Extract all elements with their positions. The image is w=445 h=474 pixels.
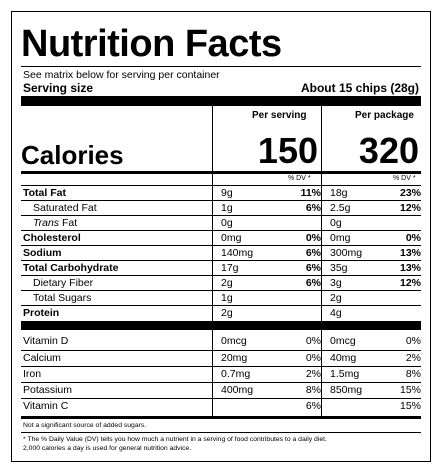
vitamin-row-calcium: Calcium 20mg 0% 40mg 2% bbox=[21, 350, 421, 364]
nutrient-row-total-carbohydrate: Total Carbohydrate 17g 6% 35g 13% bbox=[21, 260, 421, 274]
nutrient-row-saturated-fat: Saturated Fat 1g 6% 2.5g 12% bbox=[21, 200, 421, 215]
nutrient-row-protein: Protein 2g 4g bbox=[21, 305, 421, 320]
thick-divider bbox=[21, 96, 421, 106]
footnote-divider bbox=[21, 416, 421, 419]
divider bbox=[21, 66, 421, 67]
calories-label: Calories bbox=[21, 140, 124, 170]
label-title: Nutrition Facts bbox=[21, 23, 282, 65]
vitamin-row-potassium: Potassium 400mg 8% 850mg 15% bbox=[21, 382, 421, 396]
column-divider-serving bbox=[212, 106, 213, 419]
nutrient-row-total-sugars: Total Sugars 1g 2g bbox=[21, 290, 421, 305]
nutrient-row-cholesterol: Cholesterol 0mg 0% 0mg 0% bbox=[21, 230, 421, 244]
vitamin-row-iron: Iron 0.7mg 2% 1.5mg 8% bbox=[21, 366, 421, 380]
nutrition-label: Nutrition Facts See matrix below for ser… bbox=[11, 11, 431, 462]
dv-header-serving: % DV * bbox=[288, 175, 311, 182]
calories-per-serving: 150 bbox=[257, 130, 318, 171]
dv-footnote-line-2: 2,000 calories a day is used for general… bbox=[23, 445, 192, 452]
dv-header-package: % DV * bbox=[393, 175, 416, 182]
serving-size-label: Serving size bbox=[23, 81, 94, 95]
nutrient-row-dietary-fiber: Dietary Fiber 2g 6% 3g 12% bbox=[21, 275, 421, 290]
vitamin-row-vitamin-c: Vitamin C 6% 15% bbox=[21, 398, 421, 412]
serving-size-value: About 15 chips (28g) bbox=[300, 81, 419, 95]
calories-per-package: 320 bbox=[358, 130, 419, 171]
nutrient-row-trans-fat: Trans Fat 0g 0g bbox=[21, 215, 421, 230]
per-serving-header: Per serving bbox=[252, 110, 307, 121]
nutrient-row-sodium: Sodium 140mg 6% 300mg 13% bbox=[21, 245, 421, 259]
divider bbox=[21, 432, 421, 433]
thick-divider-vitamins bbox=[21, 321, 421, 330]
added-sugars-note: Not a significant source of added sugars… bbox=[23, 422, 147, 429]
nutrient-row-total-fat: Total Fat 9g 11% 18g 23% bbox=[21, 185, 421, 199]
column-divider-package bbox=[321, 106, 322, 419]
serving-matrix-note: See matrix below for serving per contain… bbox=[23, 69, 220, 81]
dv-footnote-line-1: * The % Daily Value (DV) tells you how m… bbox=[23, 436, 327, 443]
medium-divider bbox=[21, 171, 421, 174]
per-package-header: Per package bbox=[355, 110, 414, 121]
vitamin-row-vitamin-d: Vitamin D 0mcg 0% 0mcg 0% bbox=[23, 335, 421, 347]
